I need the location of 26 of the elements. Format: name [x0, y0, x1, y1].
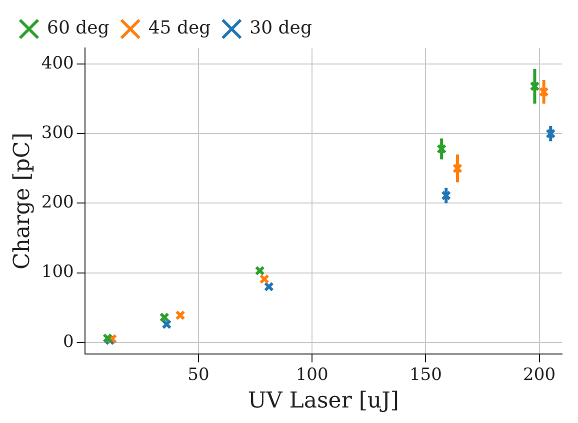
point: [546, 128, 556, 139]
point: [259, 274, 270, 284]
point: [452, 163, 463, 174]
x-tick-label: 100: [296, 364, 328, 385]
point: [254, 266, 265, 276]
legend-label: 45 deg: [148, 18, 211, 39]
point: [530, 81, 540, 92]
point: [175, 310, 186, 320]
y-tick-label: 200: [41, 192, 74, 213]
y-tick-label: 300: [41, 123, 74, 144]
point: [264, 282, 274, 292]
y-axis-title: Charge [pC]: [10, 132, 35, 270]
point: [538, 86, 549, 97]
point: [441, 190, 452, 201]
x-axis-title: UV Laser [uJ]: [248, 388, 399, 414]
point: [436, 144, 447, 154]
legend-label: 30 deg: [250, 18, 312, 39]
x-tick-label: 150: [409, 364, 442, 385]
x-tick-label: 200: [523, 364, 556, 385]
y-tick-label: 400: [41, 53, 74, 74]
y-tick-label: 0: [63, 332, 74, 352]
point: [159, 312, 170, 322]
legend-label: 60 deg: [47, 18, 110, 39]
point: [162, 319, 172, 330]
x-tick-label: 50: [188, 364, 210, 385]
y-tick-label: 100: [41, 262, 74, 282]
